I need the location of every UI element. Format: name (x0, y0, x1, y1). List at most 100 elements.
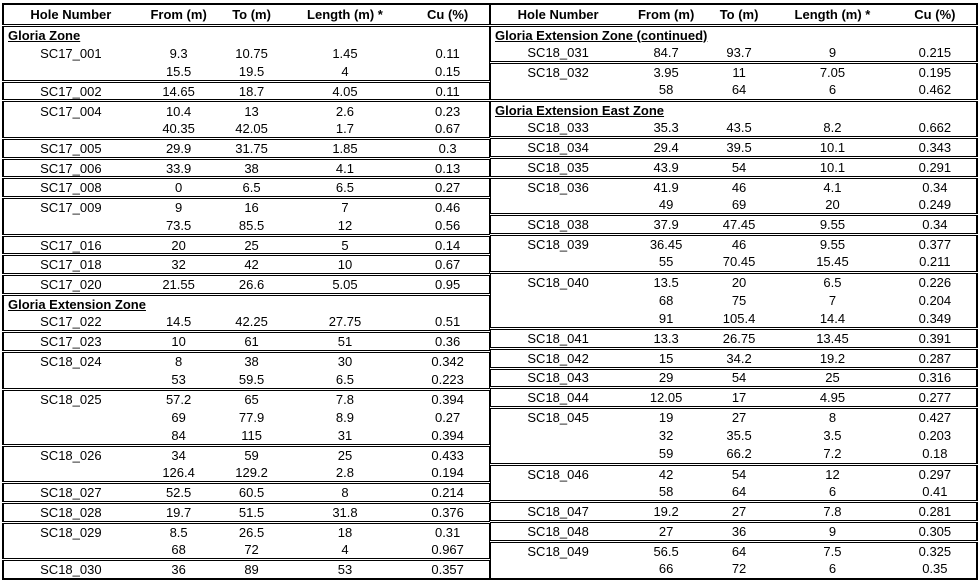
length-cell: 7 (828, 292, 837, 308)
to-cell: 25 (219, 233, 284, 255)
zone-section-label: Gloria Extension Zone (continued) (490, 23, 977, 44)
hole-cell: SC18_042 (490, 346, 626, 369)
length-cell: 1.7 (335, 120, 354, 136)
column-header: From (m) (137, 4, 220, 26)
length-cell: 19.2 (771, 346, 894, 369)
table-row: SC18_032 3.95 11 7.05 0.195 (490, 61, 977, 82)
table-row: 91 105.4 14.4 0.349 (491, 310, 978, 329)
to-cell: 26.75 (706, 326, 772, 349)
to-cell: 38 (219, 156, 284, 178)
cu-cell: 0.316 (893, 366, 977, 388)
cu-cell: 0.31 (406, 520, 490, 541)
cu-cell: 0.433 (406, 443, 490, 464)
table-row: SC17_020 21.55 26.6 5.05 0.95 (3, 273, 490, 295)
cu-cell: 0.204 (918, 292, 952, 308)
header-row: Hole Number From (m) To (m) Length (m) * Cu … (490, 4, 977, 26)
to-cell: 26.5 (219, 520, 284, 541)
cu-cell: 0.223 (431, 371, 464, 387)
length-cell: 27.75 (328, 314, 362, 330)
from-cell: 52.5 (137, 481, 220, 503)
length-cell: 6 (828, 483, 837, 499)
cu-cell: 0.297 (893, 462, 977, 483)
to-cell: 26.6 (219, 273, 284, 295)
length-cell: 25 (283, 443, 407, 464)
from-cell: 19.2 (625, 500, 707, 522)
to-cell: 61 (219, 330, 284, 352)
length-cell: 4.05 (283, 79, 407, 101)
to-cell: 36 (706, 519, 772, 542)
length-cell: 53 (283, 558, 407, 579)
cu-cell: 0.662 (918, 119, 952, 135)
cu-cell: 0.226 (893, 270, 977, 291)
from-cell: 12.05 (625, 386, 707, 408)
table-row: SC18_036 41.9 46 4.1 0.34 (490, 175, 977, 196)
length-cell: 2.8 (335, 465, 354, 481)
from-cell: 27 (625, 519, 707, 542)
table-row: SC18_034 29.4 39.5 10.1 0.343 (490, 136, 977, 158)
table-row: SC18_028 19.7 51.5 31.8 0.376 (3, 500, 490, 523)
length-cell: 8.9 (335, 409, 354, 425)
to-cell: 129.2 (235, 465, 268, 481)
hole-cell: SC18_048 (490, 519, 626, 542)
column-header: Cu (%) (893, 4, 977, 26)
cu-cell: 0.215 (918, 44, 952, 60)
zone-section-row: Gloria Extension Zone (3, 293, 490, 314)
from-cell: 84 (171, 427, 186, 443)
hole-cell: SC17_004 (3, 99, 138, 120)
length-cell: 4 (341, 542, 349, 558)
length-cell: 6.5 (335, 371, 354, 387)
assay-table-right: Hole Number From (m) To (m) Length (m) * Cu … (490, 3, 978, 580)
table-row: SC18_045 19 27 8 0.427 (490, 406, 977, 427)
table-row: SC17_009 9 16 7 0.46 (3, 196, 490, 217)
length-cell: 8.2 (823, 119, 842, 135)
cu-cell: 0.56 (434, 217, 461, 233)
to-cell: 27 (706, 406, 772, 427)
table-row: 126.4 129.2 2.8 0.194 (3, 464, 490, 483)
length-cell: 6.5 (771, 270, 894, 291)
table-row: SC17_008 0 6.5 6.5 0.27 (3, 176, 490, 198)
from-cell: 32 (658, 428, 674, 444)
length-cell: 6.5 (283, 176, 407, 198)
to-cell: 46 (706, 233, 772, 254)
to-cell: 72 (731, 561, 747, 577)
from-cell: 55 (658, 254, 674, 270)
cu-cell: 0.287 (893, 346, 977, 369)
from-cell: 41.9 (625, 175, 707, 196)
cu-cell: 0.277 (893, 386, 977, 408)
to-cell: 16 (219, 196, 284, 217)
cu-cell: 0.357 (406, 558, 490, 579)
length-cell: 8 (771, 406, 894, 427)
to-cell: 38 (219, 350, 284, 371)
hole-cell (3, 464, 138, 483)
column-header: Length (m) * (771, 4, 894, 26)
length-cell: 9.55 (771, 213, 894, 235)
from-cell: 43.9 (625, 155, 707, 178)
hole-cell: SC17_023 (3, 330, 138, 352)
to-cell: 20 (706, 270, 772, 291)
from-cell: 8.5 (137, 520, 220, 541)
table-row: 66 72 6 0.35 (491, 560, 978, 579)
cu-cell: 0.211 (919, 254, 951, 270)
hole-cell: SC18_047 (490, 500, 626, 522)
table-row: SC18_038 37.9 47.45 9.55 0.34 (490, 213, 977, 235)
hole-cell: SC17_009 (3, 196, 138, 217)
table-row: SC18_024 8 38 30 0.342 (3, 350, 490, 371)
cu-cell: 0.27 (406, 176, 490, 198)
hole-cell: SC17_002 (3, 79, 138, 101)
table-row: SC18_030 36 89 53 0.357 (3, 558, 490, 579)
cu-cell: 0.11 (435, 45, 460, 61)
hole-cell: SC18_045 (490, 406, 626, 427)
to-cell: 105.4 (722, 310, 756, 326)
hole-cell (491, 196, 626, 215)
length-cell: 9 (771, 519, 894, 542)
cu-cell: 0.15 (434, 63, 461, 79)
cu-cell: 0.291 (893, 155, 977, 178)
length-cell: 10 (283, 253, 407, 275)
cu-cell: 0.305 (893, 519, 977, 542)
length-cell: 9.55 (771, 233, 894, 254)
table-row: SC18_040 13.5 20 6.5 0.226 (490, 270, 977, 291)
column-header: Length (m) * (283, 4, 407, 26)
hole-cell: SC18_026 (3, 443, 138, 464)
to-cell: 64 (731, 483, 747, 499)
to-cell: 59.5 (238, 371, 265, 387)
